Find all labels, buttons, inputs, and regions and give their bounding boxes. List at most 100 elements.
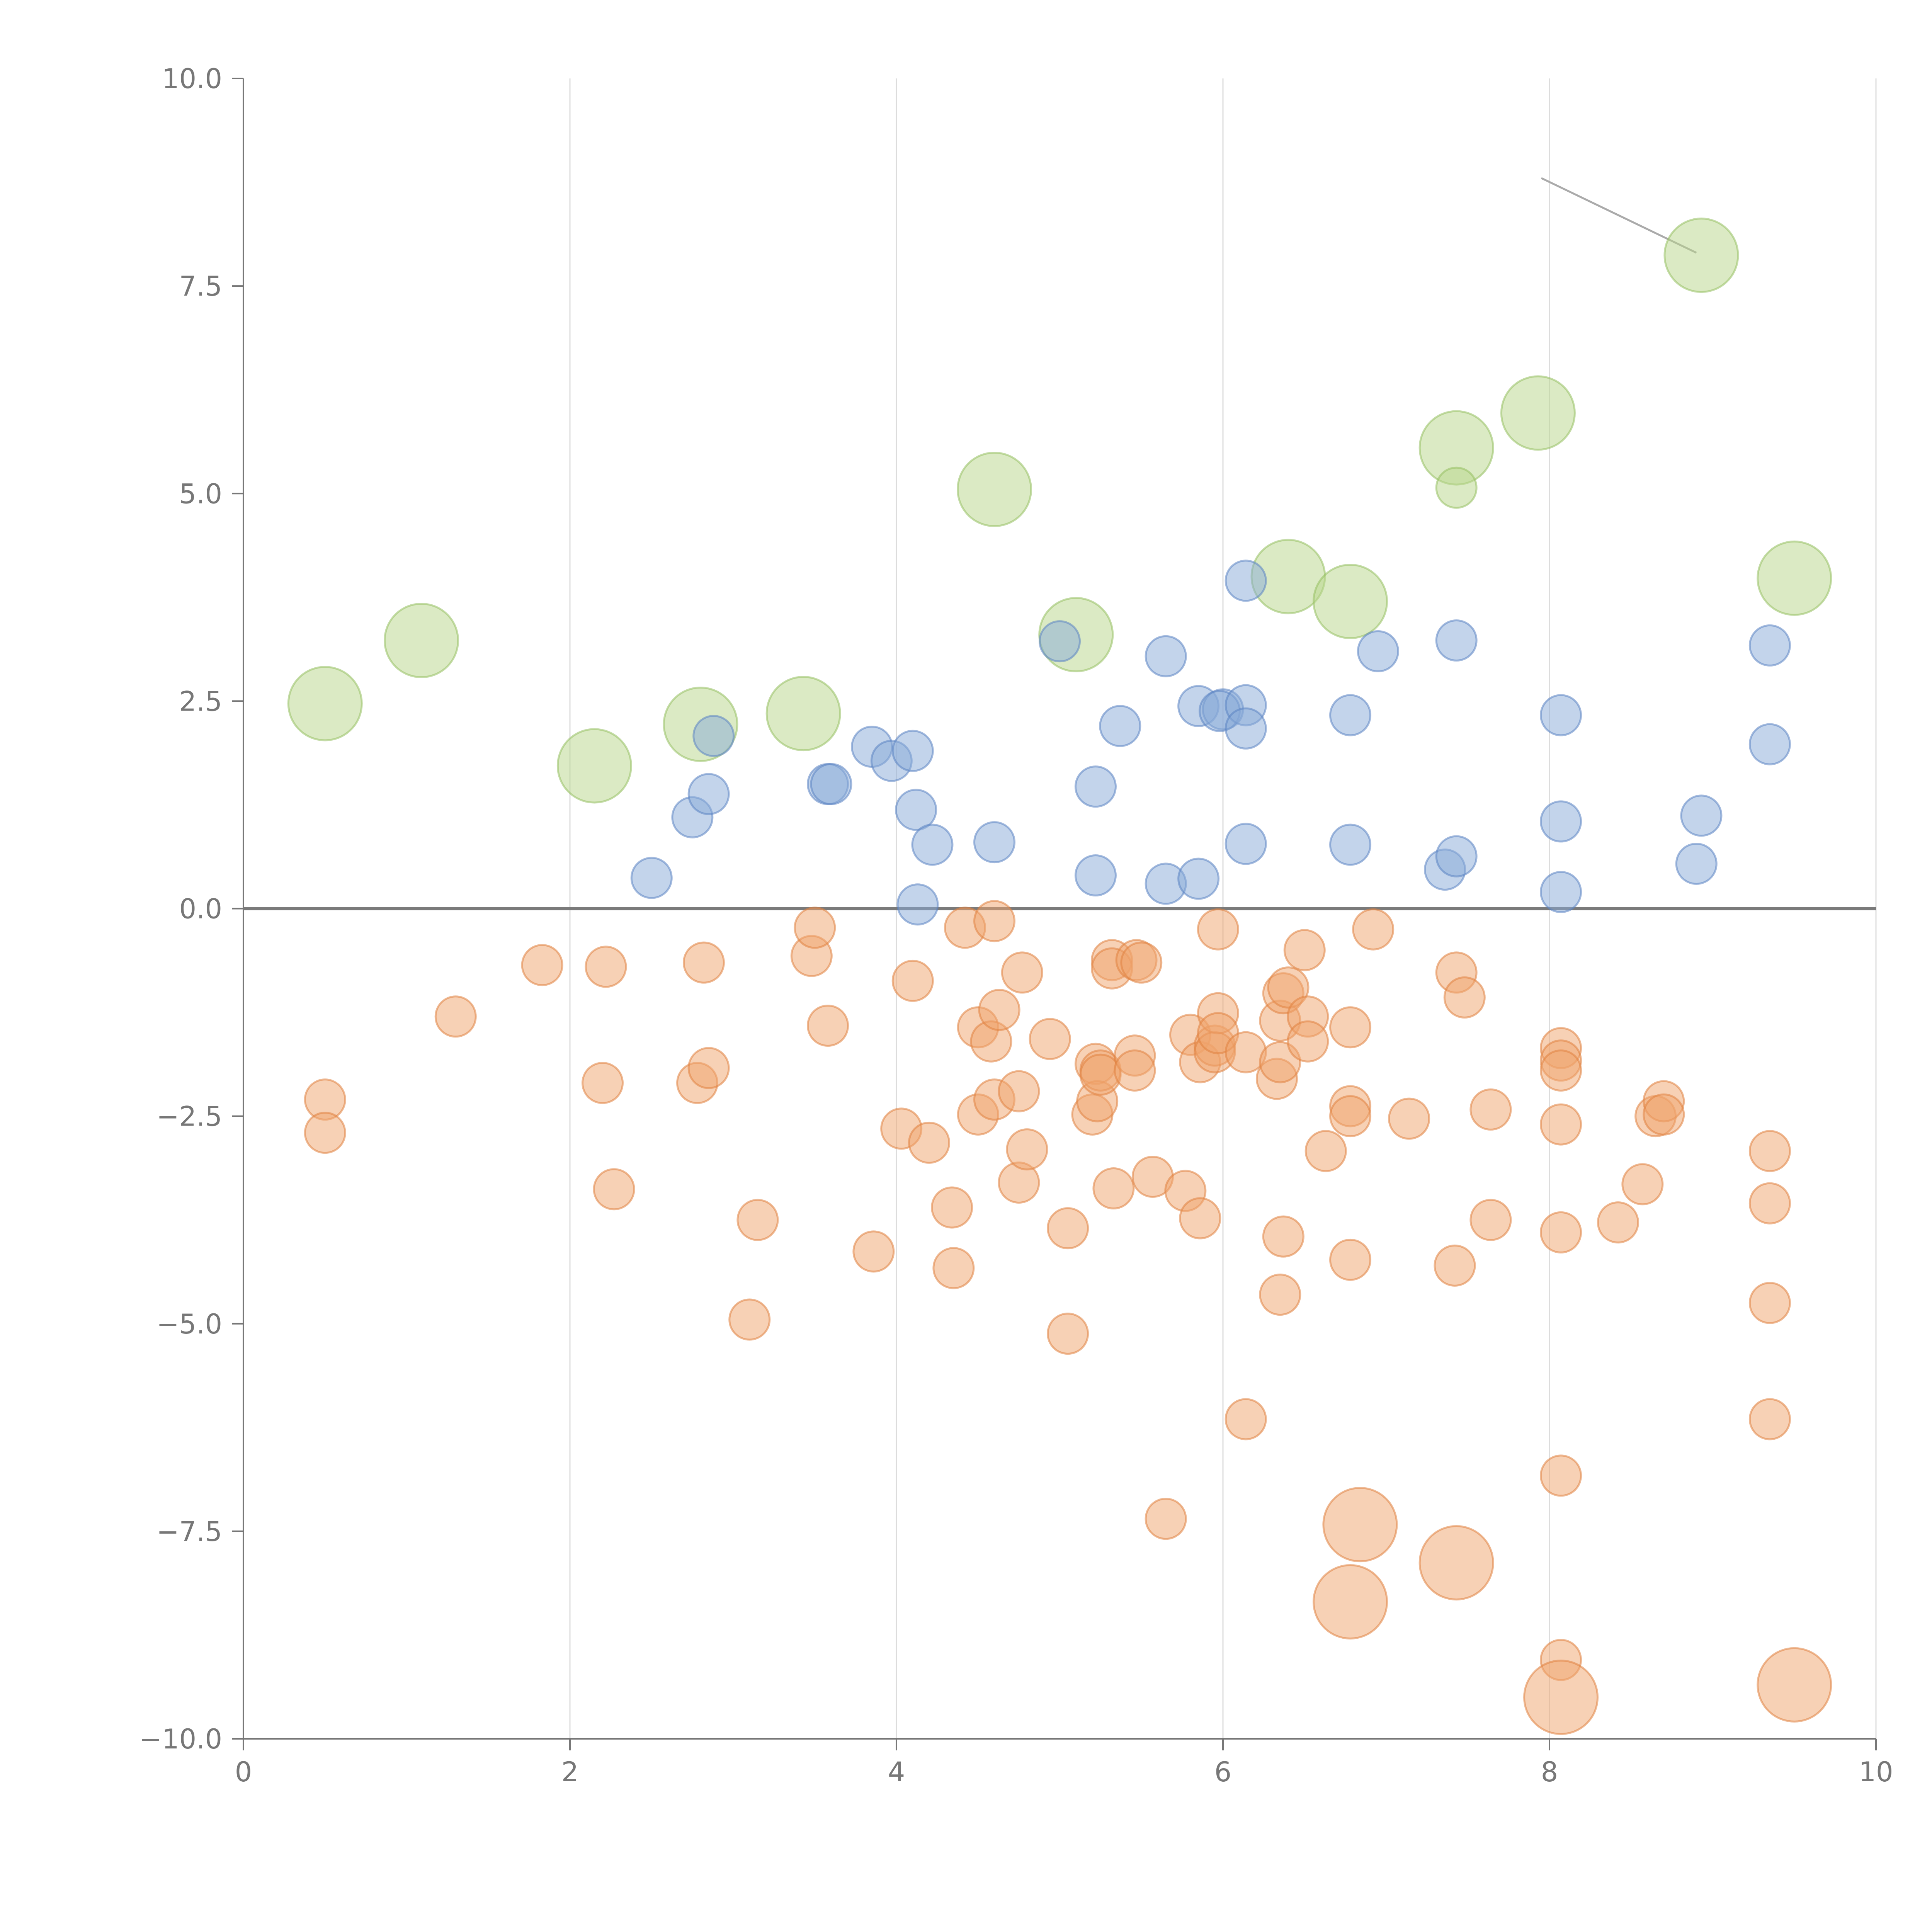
- positive-point: [1225, 823, 1267, 865]
- positive-point: [1435, 619, 1478, 662]
- positive-point: [1074, 765, 1117, 808]
- negative-point: [1329, 1238, 1372, 1281]
- x-tick-label: 0: [235, 1756, 252, 1788]
- positive-point: [1748, 624, 1791, 667]
- negative-large-point: [1313, 1564, 1388, 1639]
- negative-large-point: [1322, 1487, 1398, 1563]
- positive-point: [687, 773, 730, 815]
- negative-point: [1114, 1049, 1156, 1092]
- negative-point: [1262, 1215, 1304, 1258]
- negative-point: [794, 906, 836, 949]
- positive-point: [891, 730, 934, 772]
- y-tick-label: −10.0: [139, 1723, 222, 1755]
- highlight-point: [1500, 375, 1576, 451]
- negative-point: [521, 944, 563, 986]
- negative-point: [1329, 1095, 1372, 1138]
- negative-point: [1540, 1049, 1582, 1092]
- x-tick-label: 2: [561, 1756, 579, 1788]
- negative-point: [1540, 1454, 1582, 1497]
- negative-point: [891, 959, 934, 1002]
- y-tick-label: 2.5: [179, 685, 222, 717]
- positive-point: [692, 715, 735, 757]
- positive-point: [1357, 630, 1399, 672]
- y-tick-label: 7.5: [179, 270, 222, 302]
- positive-point: [1145, 635, 1187, 677]
- highlight-point: [1663, 218, 1739, 293]
- x-tick-label: 10: [1859, 1756, 1893, 1788]
- positive-point: [1099, 705, 1141, 747]
- negative-point: [852, 1230, 895, 1273]
- negative-point: [1469, 1199, 1512, 1241]
- x-tick-label: 8: [1541, 1756, 1558, 1788]
- negative-point: [728, 1298, 771, 1341]
- negative-point: [1001, 951, 1043, 994]
- positive-point: [1039, 620, 1081, 663]
- negative-point: [304, 1112, 346, 1154]
- negative-point: [973, 900, 1015, 942]
- negative-point: [434, 995, 477, 1038]
- negative-large-point: [1523, 1660, 1599, 1735]
- negative-point: [908, 1121, 950, 1164]
- negative-point: [1145, 1498, 1187, 1540]
- negative-point: [582, 1062, 624, 1104]
- negative-point: [1621, 1163, 1664, 1206]
- y-tick-label: 5.0: [179, 478, 222, 510]
- negative-point: [1304, 1130, 1347, 1172]
- highlight-point: [957, 452, 1032, 527]
- negative-point: [1469, 1088, 1512, 1131]
- negative-point: [1748, 1130, 1791, 1172]
- highlight-point: [556, 728, 632, 804]
- positive-point: [1540, 694, 1582, 736]
- negative-point: [1197, 908, 1239, 951]
- negative-point: [931, 1186, 973, 1229]
- y-tick-label: 0.0: [179, 893, 222, 925]
- negative-point: [585, 946, 627, 988]
- negative-point: [593, 1168, 635, 1211]
- negative-point: [978, 989, 1020, 1031]
- positive-point: [810, 763, 852, 805]
- negative-point: [1388, 1097, 1430, 1140]
- positive-point: [1540, 871, 1582, 913]
- negative-point: [1748, 1282, 1791, 1324]
- negative-point: [1029, 1018, 1071, 1060]
- negative-point: [1006, 1128, 1048, 1171]
- positive-point: [896, 883, 939, 926]
- positive-point: [1177, 857, 1220, 900]
- highlight-point: [1313, 564, 1388, 639]
- negative-point: [1748, 1182, 1791, 1225]
- y-tick-label: −5.0: [156, 1308, 222, 1340]
- negative-point: [1047, 1207, 1089, 1250]
- positive-point: [1329, 823, 1372, 866]
- x-tick-label: 6: [1214, 1756, 1232, 1788]
- positive-point: [1074, 854, 1117, 897]
- positive-point: [630, 857, 673, 899]
- negative-point: [1267, 966, 1310, 1009]
- negative-point: [1540, 1103, 1582, 1146]
- negative-point: [1597, 1201, 1639, 1244]
- negative-point: [1443, 976, 1486, 1019]
- y-tick-label: −2.5: [156, 1101, 222, 1133]
- negative-point: [1352, 908, 1395, 951]
- positive-point: [973, 821, 1015, 864]
- negative-point: [1092, 1167, 1135, 1210]
- negative-point: [1287, 1020, 1329, 1063]
- axis-layer: 0 2 4 6 8 10 −10.0 −7.5 −5.0 −2.5 0.0 2.5 5.0 7.5 10.0: [139, 63, 1893, 1788]
- negative-point: [687, 1047, 730, 1089]
- negative-point: [807, 1004, 849, 1047]
- points-layer: [287, 218, 1832, 1735]
- positive-point: [1225, 707, 1267, 750]
- positive-point: [895, 789, 937, 831]
- negative-point: [1329, 1006, 1372, 1049]
- positive-point: [1680, 794, 1723, 837]
- negative-large-point: [1418, 1525, 1494, 1601]
- positive-point: [1435, 835, 1478, 878]
- negative-point: [1259, 1274, 1301, 1316]
- negative-point: [1179, 1197, 1221, 1240]
- highlight-point: [765, 676, 841, 752]
- negative-point: [1434, 1244, 1476, 1287]
- highlight-point: [1757, 540, 1832, 616]
- positive-point: [911, 823, 954, 866]
- negative-point: [1643, 1093, 1685, 1136]
